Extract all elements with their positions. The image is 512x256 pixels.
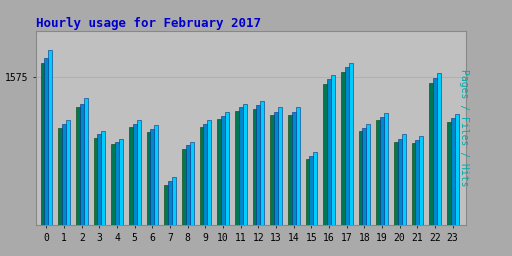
- Bar: [451, 118, 455, 256]
- Bar: [80, 104, 83, 256]
- Bar: [221, 116, 225, 256]
- Bar: [384, 113, 388, 256]
- Bar: [62, 124, 66, 256]
- Bar: [412, 143, 415, 256]
- Bar: [292, 112, 295, 256]
- Bar: [58, 128, 62, 256]
- Bar: [260, 101, 264, 256]
- Bar: [366, 124, 370, 256]
- Bar: [401, 134, 406, 256]
- Bar: [225, 112, 229, 256]
- Bar: [345, 68, 349, 256]
- Bar: [129, 127, 133, 256]
- Bar: [172, 177, 176, 256]
- Bar: [447, 122, 451, 256]
- Bar: [257, 105, 260, 256]
- Y-axis label: Pages / Files / Hits: Pages / Files / Hits: [459, 69, 468, 187]
- Bar: [419, 136, 423, 256]
- Bar: [182, 148, 186, 256]
- Bar: [115, 142, 119, 256]
- Bar: [349, 63, 353, 256]
- Bar: [217, 119, 221, 256]
- Bar: [45, 58, 48, 256]
- Bar: [429, 83, 433, 256]
- Bar: [398, 139, 401, 256]
- Bar: [235, 111, 239, 256]
- Bar: [40, 63, 45, 256]
- Bar: [341, 72, 345, 256]
- Bar: [186, 145, 189, 256]
- Bar: [362, 128, 366, 256]
- Bar: [270, 115, 274, 256]
- Bar: [83, 98, 88, 256]
- Bar: [48, 50, 52, 256]
- Bar: [415, 140, 419, 256]
- Bar: [327, 79, 331, 256]
- Bar: [288, 115, 292, 256]
- Text: Hourly usage for February 2017: Hourly usage for February 2017: [36, 17, 261, 29]
- Bar: [76, 108, 80, 256]
- Bar: [94, 138, 97, 256]
- Bar: [137, 120, 141, 256]
- Bar: [433, 78, 437, 256]
- Bar: [168, 181, 172, 256]
- Bar: [133, 124, 137, 256]
- Bar: [437, 73, 441, 256]
- Bar: [455, 114, 459, 256]
- Bar: [309, 156, 313, 256]
- Bar: [274, 112, 278, 256]
- Bar: [306, 159, 309, 256]
- Bar: [278, 108, 282, 256]
- Bar: [146, 132, 151, 256]
- Bar: [164, 185, 168, 256]
- Bar: [151, 129, 154, 256]
- Bar: [189, 142, 194, 256]
- Bar: [394, 142, 398, 256]
- Bar: [358, 131, 362, 256]
- Bar: [376, 120, 380, 256]
- Bar: [119, 139, 123, 256]
- Bar: [380, 117, 384, 256]
- Bar: [239, 108, 243, 256]
- Bar: [203, 124, 207, 256]
- Bar: [313, 152, 317, 256]
- Bar: [97, 134, 101, 256]
- Bar: [331, 75, 335, 256]
- Bar: [295, 108, 300, 256]
- Bar: [66, 120, 70, 256]
- Bar: [323, 84, 327, 256]
- Bar: [243, 104, 247, 256]
- Bar: [252, 109, 257, 256]
- Bar: [154, 125, 158, 256]
- Bar: [111, 144, 115, 256]
- Bar: [101, 131, 105, 256]
- Bar: [200, 127, 203, 256]
- Bar: [207, 120, 211, 256]
